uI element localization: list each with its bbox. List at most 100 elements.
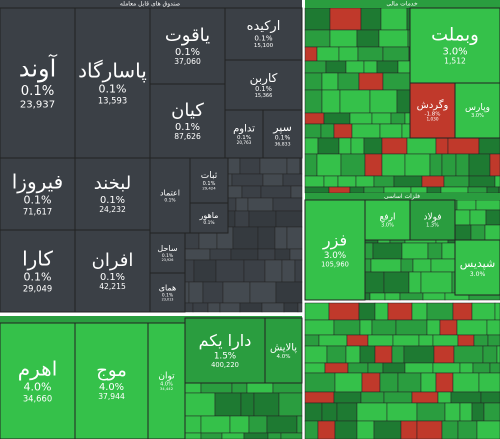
tile <box>422 292 446 301</box>
tile <box>232 226 259 250</box>
tile-name: افران <box>92 250 134 271</box>
tile <box>200 415 231 434</box>
tile-change: 1.5% <box>214 351 236 361</box>
tile <box>489 153 500 177</box>
tile <box>248 415 268 434</box>
tile <box>456 199 477 211</box>
tile <box>296 415 303 434</box>
tile-volume: 71,617 <box>23 206 52 216</box>
tile-change: 0.1% <box>162 253 173 259</box>
tile <box>482 345 498 364</box>
tile <box>400 258 414 273</box>
tile <box>452 372 480 393</box>
tile <box>282 173 303 187</box>
tile <box>340 153 366 177</box>
tile-name: کاربن <box>250 71 278 86</box>
tile <box>272 382 303 394</box>
tile-volume: 15,100 <box>254 43 274 49</box>
tile <box>74 157 151 231</box>
tile <box>304 112 325 125</box>
tile <box>369 89 398 114</box>
tile-name: کارا <box>22 246 53 270</box>
tile <box>391 345 405 364</box>
tile-change: 0.1% <box>24 194 52 207</box>
tile <box>318 334 348 347</box>
tile <box>483 402 500 422</box>
tile-name: ساحل <box>157 244 177 253</box>
tile <box>443 175 470 188</box>
tile <box>184 382 202 394</box>
tile <box>360 391 385 404</box>
tile-change: 1.3% <box>426 223 439 229</box>
tile <box>304 186 330 194</box>
tile <box>373 420 402 439</box>
tile <box>192 302 209 313</box>
tile-name: دارا یکم <box>199 331 252 351</box>
tile <box>243 259 266 283</box>
tile <box>383 391 413 404</box>
tile <box>304 46 318 62</box>
tile <box>278 392 303 417</box>
tile <box>426 319 441 336</box>
tile <box>390 112 406 125</box>
tile-volume: 23,926 <box>162 258 174 262</box>
tile-volume: 13,593 <box>98 95 127 105</box>
tile <box>386 402 418 422</box>
tile <box>400 420 418 439</box>
tile-volume: 1,512 <box>444 57 466 66</box>
tile <box>221 432 245 439</box>
tile-name: ماهور <box>199 211 219 220</box>
tile <box>229 415 250 434</box>
tile-change: 0.1% <box>21 84 55 99</box>
tile-name: تداوم <box>233 123 255 134</box>
tile <box>214 392 242 417</box>
tile-name: وپارس <box>465 103 490 113</box>
tile-change: 0.1% <box>203 181 216 187</box>
tile <box>435 372 454 393</box>
tile-change: 3.0% <box>324 251 346 261</box>
tile <box>317 137 340 155</box>
tile <box>74 7 151 159</box>
tile <box>304 402 323 422</box>
section-title: خدمات مالی <box>386 1 418 8</box>
tile <box>376 60 399 74</box>
tile <box>241 185 262 199</box>
tile <box>485 209 500 226</box>
tile <box>299 157 303 175</box>
tile <box>447 137 480 155</box>
tile <box>248 210 277 228</box>
tile <box>432 362 461 374</box>
tile <box>359 345 376 364</box>
tile <box>472 362 491 374</box>
tile <box>184 317 266 384</box>
tile-change: 0.1% <box>100 195 125 206</box>
tile-name: ارفع <box>380 213 396 223</box>
tile <box>435 137 449 155</box>
tile <box>392 334 420 347</box>
tile <box>480 391 500 404</box>
tile <box>454 239 500 296</box>
tile <box>304 420 319 439</box>
tile-volume: 23,013 <box>162 298 174 302</box>
tile <box>334 420 358 439</box>
section-header <box>0 0 302 8</box>
tile <box>323 175 339 188</box>
tile <box>379 372 399 393</box>
tile <box>267 432 282 439</box>
tile <box>149 83 226 159</box>
tile <box>411 302 428 321</box>
tile <box>459 362 474 374</box>
tile <box>320 123 335 139</box>
tile <box>321 402 338 422</box>
tile-change: 4.0% <box>24 381 52 394</box>
tile-change: -1.8% <box>425 111 441 117</box>
tile <box>304 345 328 364</box>
tile <box>380 7 408 31</box>
tile <box>304 319 335 336</box>
tile <box>329 29 358 48</box>
tile-change: 0.1% <box>24 271 52 284</box>
tile <box>261 302 285 313</box>
tile <box>239 302 263 313</box>
tile <box>363 60 378 74</box>
tile-name: شپدیس <box>460 257 495 270</box>
